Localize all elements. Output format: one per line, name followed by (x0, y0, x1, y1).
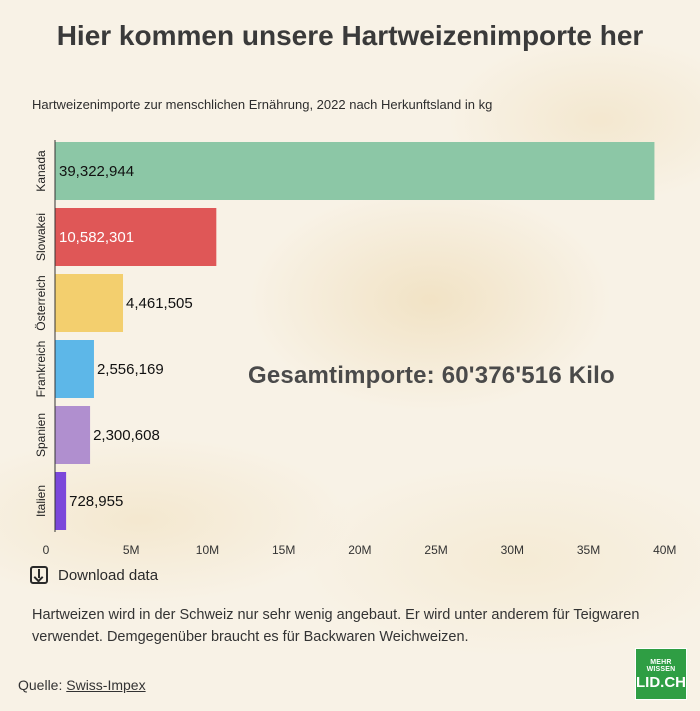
value-label-slowakei: 10,582,301 (59, 229, 134, 246)
description-text: Hartweizen wird in der Schweiz nur sehr … (32, 607, 640, 645)
value-label-frankreich: 2,556,169 (97, 361, 164, 378)
x-tick-label: 15M (272, 543, 295, 557)
x-tick-label: 10M (196, 543, 219, 557)
category-label-italien: Italien (34, 485, 48, 517)
bars-layer: 39,322,944 Kanada 10,582,301 Slowakei 4,461,… (34, 142, 655, 530)
x-tick-label: 5M (123, 543, 140, 557)
download-icon (30, 566, 48, 584)
value-label-italien: 728,955 (69, 493, 123, 510)
total-annotation: Gesamtimporte: 60'376'516 Kilo (248, 362, 615, 389)
value-label-osterreich: 4,461,505 (126, 295, 193, 312)
bar-italien[interactable] (55, 472, 67, 530)
chart-subtitle: Hartweizenimporte zur menschlichen Ernäh… (32, 97, 493, 112)
value-label-kanada: 39,322,944 (59, 163, 134, 180)
category-label-frankreich: Frankreich (34, 341, 48, 398)
x-axis-ticks: 0 5M 10M 15M 20M 25M 30M 35M 40M (43, 543, 677, 557)
download-label: Download data (58, 566, 159, 584)
x-tick-label: 35M (577, 543, 600, 557)
download-data-button[interactable]: Download data (30, 566, 158, 584)
bar-osterreich[interactable] (55, 274, 124, 332)
source-link[interactable]: Swiss-Impex (66, 677, 146, 693)
x-tick-label: 40M (653, 543, 676, 557)
bar-spanien[interactable] (55, 406, 91, 464)
category-label-spanien: Spanien (34, 413, 48, 457)
x-tick-label: 20M (348, 543, 371, 557)
category-label-osterreich: Österreich (34, 275, 48, 330)
bar-kanada[interactable] (55, 142, 655, 200)
x-tick-label: 25M (424, 543, 447, 557)
bar-frankreich[interactable] (55, 340, 94, 398)
source-label: Quelle: (18, 677, 63, 693)
logo-wordmark: LID.CH (636, 674, 686, 691)
category-label-slowakei: Slowakei (34, 213, 48, 261)
value-label-spanien: 2,300,608 (93, 427, 160, 444)
x-tick-label: 0 (43, 543, 50, 557)
logo-tagline: MEHR WISSEN (646, 659, 676, 673)
category-label-kanada: Kanada (34, 150, 48, 192)
bar-slowakei[interactable] (55, 208, 217, 266)
chart-title: Hier kommen unsere Hartweizenimporte her (56, 20, 644, 51)
lid-logo: MEHR WISSEN LID.CH (635, 648, 687, 700)
source-line: Quelle: Swiss-Impex (18, 677, 146, 693)
bar-chart: 39,322,944 Kanada 10,582,301 Slowakei 4,461,… (34, 140, 677, 557)
x-tick-label: 30M (501, 543, 524, 557)
